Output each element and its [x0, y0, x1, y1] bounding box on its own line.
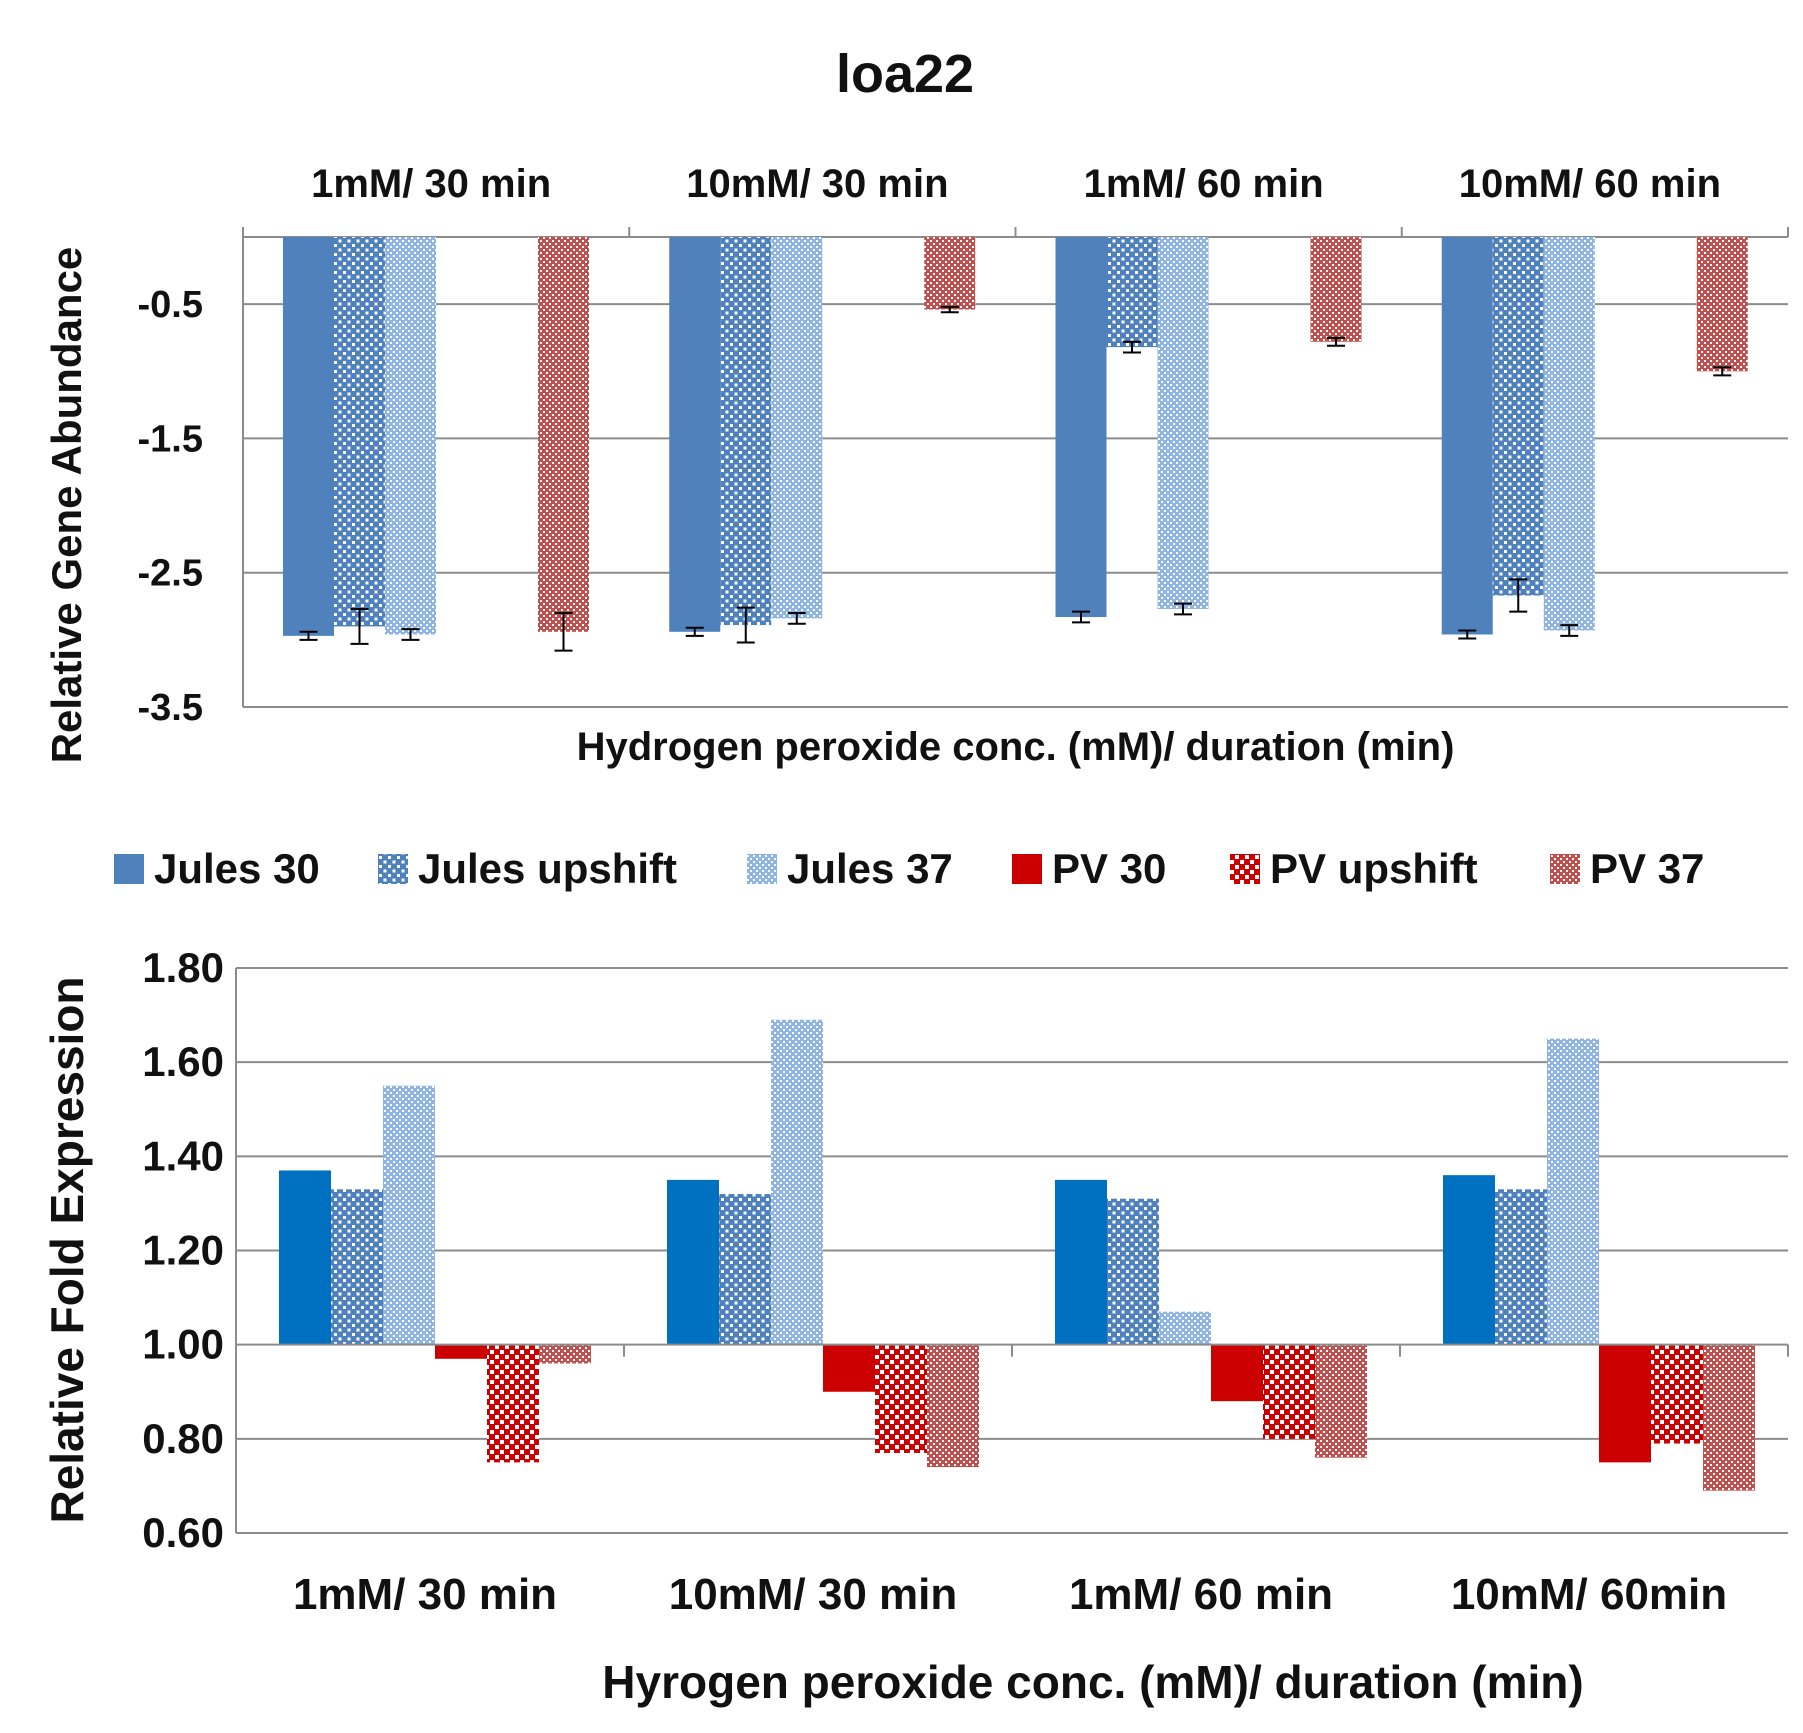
legend-label: Jules upshift — [418, 845, 677, 892]
legend-label: Jules 30 — [154, 845, 320, 892]
bottom-y-tick-label: 1.40 — [142, 1132, 224, 1179]
top-category-label: 10mM/ 30 min — [686, 162, 948, 206]
bottom-bar — [1651, 1344, 1703, 1444]
top-bar — [283, 237, 334, 636]
bottom-category-label: 1mM/ 60 min — [1069, 1570, 1333, 1619]
top-bar — [1696, 237, 1748, 372]
bottom-bar — [771, 1019, 823, 1345]
top-y-tick-label: -2.5 — [138, 553, 203, 595]
top-bar — [669, 237, 721, 632]
bottom-bar — [1263, 1344, 1315, 1439]
legend-swatch — [378, 854, 408, 884]
bottom-bar — [1211, 1344, 1263, 1402]
bottom-bar — [1315, 1344, 1367, 1458]
top-category-label: 1mM/ 60 min — [1084, 162, 1324, 206]
bottom-y-tick-label: 1.20 — [142, 1227, 224, 1274]
bottom-category-label: 10mM/ 30 min — [669, 1570, 958, 1619]
legend-swatch — [1230, 854, 1260, 884]
bottom-bar — [279, 1170, 331, 1345]
bottom-bar — [719, 1194, 771, 1345]
top-bar — [538, 237, 589, 632]
bottom-bar — [539, 1344, 591, 1364]
bottom-chart: 0.60 0.80 1.00 1.20 1.40 1.60 1.80 1mM/ 30 min 1… — [41, 944, 1789, 1708]
bottom-bar — [1107, 1198, 1159, 1345]
bottom-bar — [331, 1189, 383, 1345]
figure-title: loa22 — [836, 44, 974, 104]
bottom-bar — [667, 1179, 719, 1345]
bottom-y-tick-label: 1.00 — [142, 1321, 224, 1368]
bottom-bar — [875, 1344, 927, 1453]
top-chart: -0.5 -1.5 -2.5 -3.5 1mM/ 30 min 10mM/ 30 min 1… — [43, 162, 1789, 769]
top-bar — [1106, 237, 1158, 348]
top-y-tick-label: -3.5 — [138, 687, 203, 729]
top-y-tick-label: -1.5 — [138, 418, 203, 460]
legend-label: PV 37 — [1590, 845, 1704, 892]
bottom-y-tick-label: 0.80 — [142, 1415, 224, 1462]
bottom-bar — [927, 1344, 979, 1468]
bottom-bar — [1599, 1344, 1651, 1463]
bottom-category-label: 10mM/ 60min — [1451, 1570, 1727, 1619]
bottom-category-label: 1mM/ 30 min — [293, 1570, 557, 1619]
legend: Jules 30 Jules upshift Jules 37 PV 30 PV ups… — [114, 845, 1704, 892]
top-x-axis-title: Hydrogen peroxide conc. (mM)/ duration (… — [577, 725, 1455, 769]
bottom-bar — [1703, 1344, 1755, 1491]
bottom-bar — [383, 1085, 435, 1345]
top-bar — [334, 237, 385, 627]
top-category-label: 1mM/ 30 min — [311, 162, 551, 206]
bottom-y-tick-label: 1.60 — [142, 1038, 224, 1085]
top-bar — [1055, 237, 1107, 618]
bottom-bar — [1055, 1179, 1107, 1345]
bottom-y-tick-label: 1.80 — [142, 944, 224, 991]
top-y-tick-label: -0.5 — [138, 284, 203, 326]
bottom-bar — [1443, 1175, 1495, 1345]
top-bar — [1310, 237, 1362, 342]
bottom-bar — [823, 1344, 875, 1392]
top-bar — [1157, 237, 1209, 609]
bottom-bar — [435, 1344, 487, 1359]
bottom-bar — [1159, 1311, 1211, 1345]
top-bar — [1543, 237, 1595, 631]
bottom-x-axis-title: Hyrogen peroxide conc. (mM)/ duration (m… — [602, 1656, 1583, 1708]
legend-label: PV 30 — [1052, 845, 1166, 892]
legend-swatch — [1550, 854, 1580, 884]
bottom-y-tick-label: 0.60 — [142, 1509, 224, 1556]
legend-swatch — [747, 854, 777, 884]
top-bar — [771, 237, 823, 619]
top-bar — [385, 237, 436, 635]
top-category-label: 10mM/ 60 min — [1459, 162, 1721, 206]
top-y-axis-title: Relative Gene Abundance — [43, 247, 90, 764]
top-bar — [1492, 237, 1544, 596]
top-bar — [1441, 237, 1493, 635]
top-bar — [720, 237, 772, 626]
legend-swatch — [1012, 854, 1042, 884]
top-bar — [924, 237, 976, 310]
bottom-bar — [1547, 1038, 1599, 1345]
bottom-bar — [1495, 1189, 1547, 1345]
bottom-bar — [487, 1344, 539, 1463]
legend-label: PV upshift — [1270, 845, 1478, 892]
legend-swatch — [114, 854, 144, 884]
legend-label: Jules 37 — [787, 845, 953, 892]
bottom-y-axis-title: Relative Fold Expression — [41, 976, 93, 1523]
